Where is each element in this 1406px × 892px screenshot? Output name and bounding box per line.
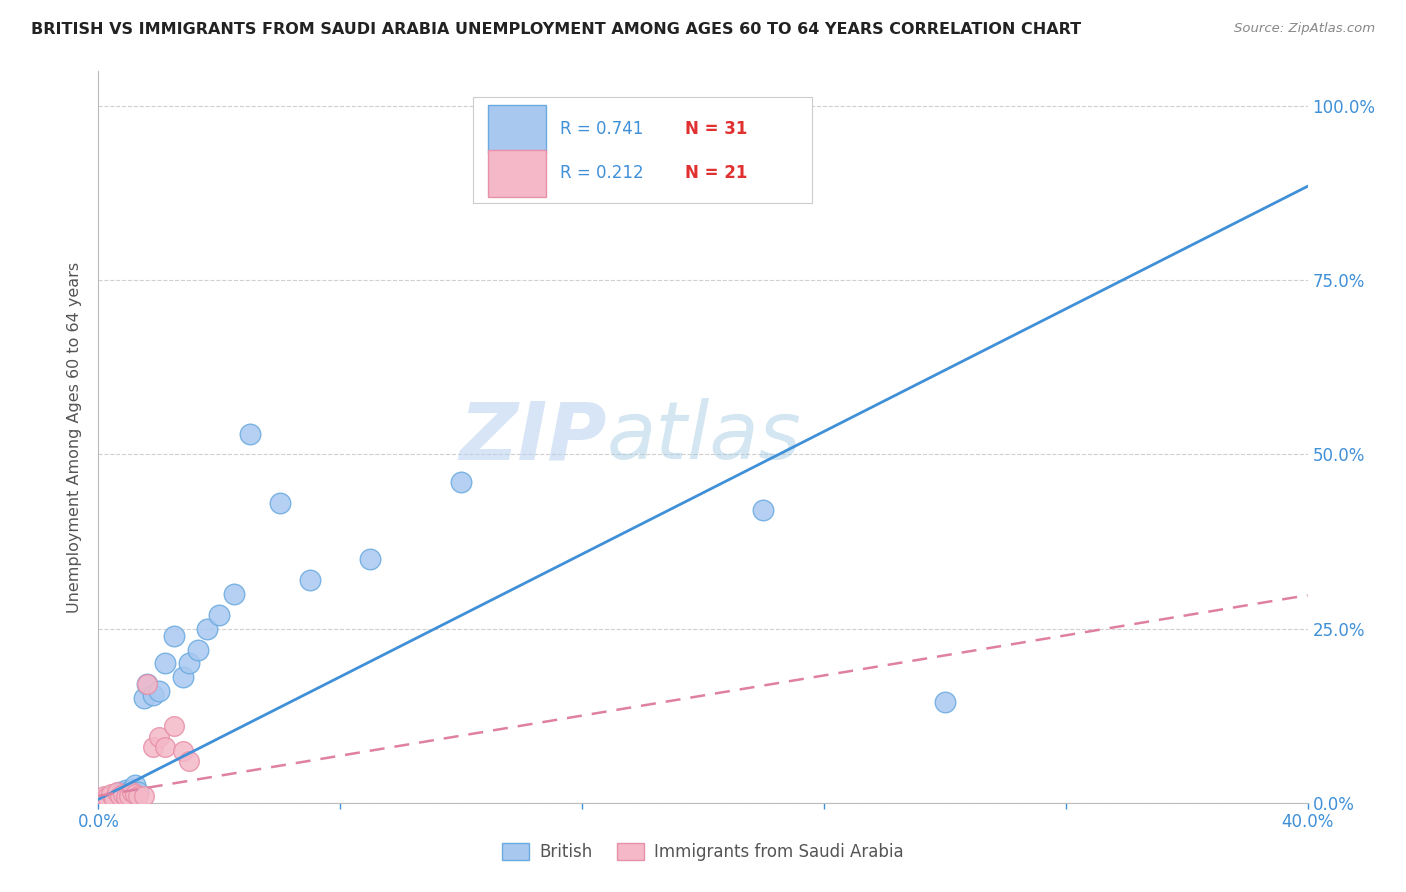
Point xyxy=(100,788,122,802)
Point xyxy=(135,677,157,691)
FancyBboxPatch shape xyxy=(488,105,546,153)
Text: Source: ZipAtlas.com: Source: ZipAtlas.com xyxy=(1234,22,1375,36)
Point xyxy=(111,790,134,805)
Point xyxy=(172,670,194,684)
Point xyxy=(148,684,170,698)
Point xyxy=(450,475,472,490)
Point xyxy=(127,789,149,803)
Point xyxy=(187,642,209,657)
Point xyxy=(118,789,141,803)
Point xyxy=(163,719,186,733)
Point xyxy=(96,790,118,805)
Point xyxy=(105,785,128,799)
Point xyxy=(100,789,122,803)
Point xyxy=(124,778,146,792)
Point xyxy=(105,788,128,802)
Point xyxy=(118,789,141,803)
Point xyxy=(127,785,149,799)
Point xyxy=(179,754,201,768)
Point xyxy=(153,657,176,671)
Point xyxy=(360,552,382,566)
Text: N = 21: N = 21 xyxy=(685,164,747,182)
Point xyxy=(239,426,262,441)
Point xyxy=(179,657,201,671)
Point xyxy=(121,785,143,799)
Text: R = 0.741: R = 0.741 xyxy=(561,120,644,137)
Point xyxy=(172,743,194,757)
Point xyxy=(121,781,143,796)
Point xyxy=(93,792,115,806)
Point xyxy=(208,607,231,622)
Point xyxy=(111,788,134,802)
FancyBboxPatch shape xyxy=(488,150,546,197)
Point xyxy=(90,792,112,806)
Point xyxy=(224,587,246,601)
FancyBboxPatch shape xyxy=(474,97,811,203)
Point xyxy=(124,788,146,802)
Point xyxy=(132,691,155,706)
Point xyxy=(108,785,131,799)
Point xyxy=(934,695,956,709)
Point xyxy=(114,783,136,797)
Text: ZIP: ZIP xyxy=(458,398,606,476)
Text: R = 0.212: R = 0.212 xyxy=(561,164,644,182)
Point xyxy=(752,503,775,517)
Point xyxy=(103,792,125,806)
Point xyxy=(269,496,291,510)
Point xyxy=(299,573,322,587)
Text: BRITISH VS IMMIGRANTS FROM SAUDI ARABIA UNEMPLOYMENT AMONG AGES 60 TO 64 YEARS C: BRITISH VS IMMIGRANTS FROM SAUDI ARABIA … xyxy=(31,22,1081,37)
Y-axis label: Unemployment Among Ages 60 to 64 years: Unemployment Among Ages 60 to 64 years xyxy=(67,261,83,613)
Point xyxy=(132,789,155,803)
Point xyxy=(108,789,131,803)
Point xyxy=(153,740,176,755)
Point xyxy=(96,790,118,805)
Point xyxy=(135,677,157,691)
Text: N = 31: N = 31 xyxy=(685,120,747,137)
Point xyxy=(142,688,165,702)
Point xyxy=(148,730,170,744)
Point xyxy=(142,740,165,755)
Point xyxy=(93,789,115,803)
Legend: British, Immigrants from Saudi Arabia: British, Immigrants from Saudi Arabia xyxy=(496,836,910,868)
Point xyxy=(163,629,186,643)
Point xyxy=(103,791,125,805)
Point xyxy=(195,622,218,636)
Point xyxy=(114,790,136,805)
Text: atlas: atlas xyxy=(606,398,801,476)
